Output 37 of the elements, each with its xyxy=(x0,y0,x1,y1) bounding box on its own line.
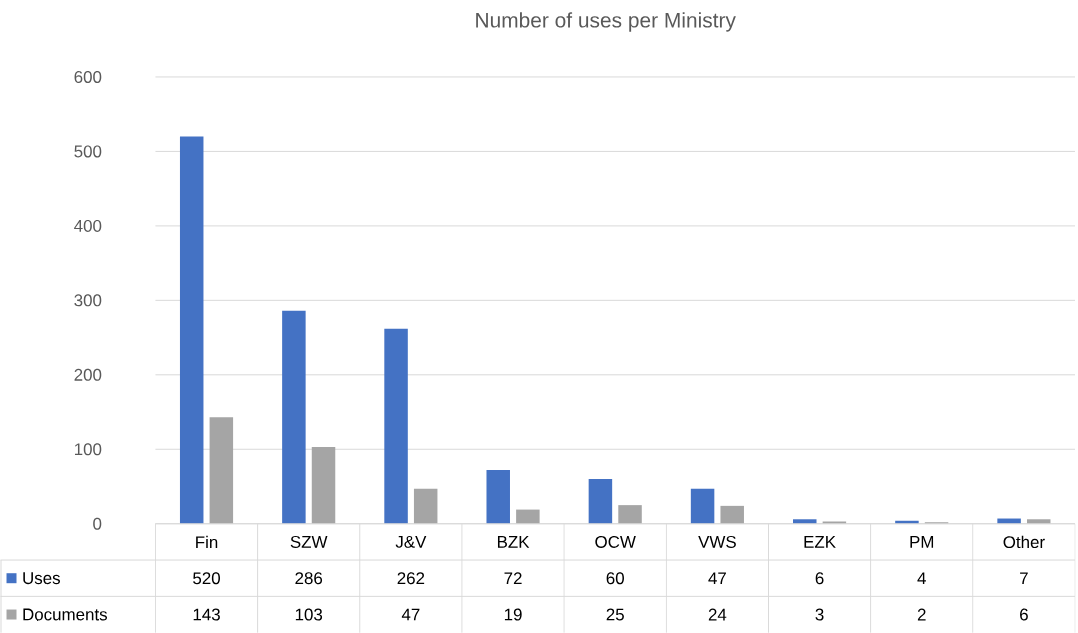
data-label: 25 xyxy=(606,608,624,621)
data-label: 143 xyxy=(193,608,220,621)
data-label: 2 xyxy=(917,608,926,621)
data-label: 72 xyxy=(504,572,522,585)
data-label: 3 xyxy=(815,608,824,621)
data-label: 19 xyxy=(504,608,522,621)
x-tick-label: OCW xyxy=(595,535,636,548)
y-tick-label: 100 xyxy=(75,443,102,456)
data-label: 4 xyxy=(917,572,926,584)
y-tick-label: 500 xyxy=(74,145,102,158)
x-tick-label: SZW xyxy=(290,535,328,548)
data-label: 6 xyxy=(815,572,824,585)
x-tick-label: Other xyxy=(1003,535,1045,549)
data-label: 286 xyxy=(295,572,323,585)
legend-label: Documents xyxy=(23,608,108,621)
y-tick-label: 300 xyxy=(74,294,102,307)
data-label: 47 xyxy=(708,572,726,584)
data-label: 60 xyxy=(606,572,624,585)
x-tick-label: VWS xyxy=(698,535,736,548)
data-label: 262 xyxy=(397,572,425,585)
data-label: 6 xyxy=(1020,608,1028,621)
data-label: 7 xyxy=(1020,572,1028,584)
data-label: 24 xyxy=(708,608,727,621)
x-tick-label: BZK xyxy=(497,535,530,548)
x-tick-label: J&V xyxy=(395,535,427,548)
y-tick-label: 0 xyxy=(93,517,102,530)
x-tick-label: Fin xyxy=(196,535,218,548)
data-label: 520 xyxy=(193,572,220,585)
y-tick-label: 400 xyxy=(74,219,102,232)
y-tick-label: 200 xyxy=(74,368,102,381)
data-label: 47 xyxy=(401,608,420,621)
x-tick-label: PM xyxy=(910,535,934,548)
legend-label: Uses xyxy=(23,572,60,585)
y-tick-label: 600 xyxy=(74,70,102,83)
x-tick-label: EZK xyxy=(804,535,836,548)
data-label: 103 xyxy=(295,608,323,621)
chart-title: Number of uses per Ministry xyxy=(476,12,736,32)
